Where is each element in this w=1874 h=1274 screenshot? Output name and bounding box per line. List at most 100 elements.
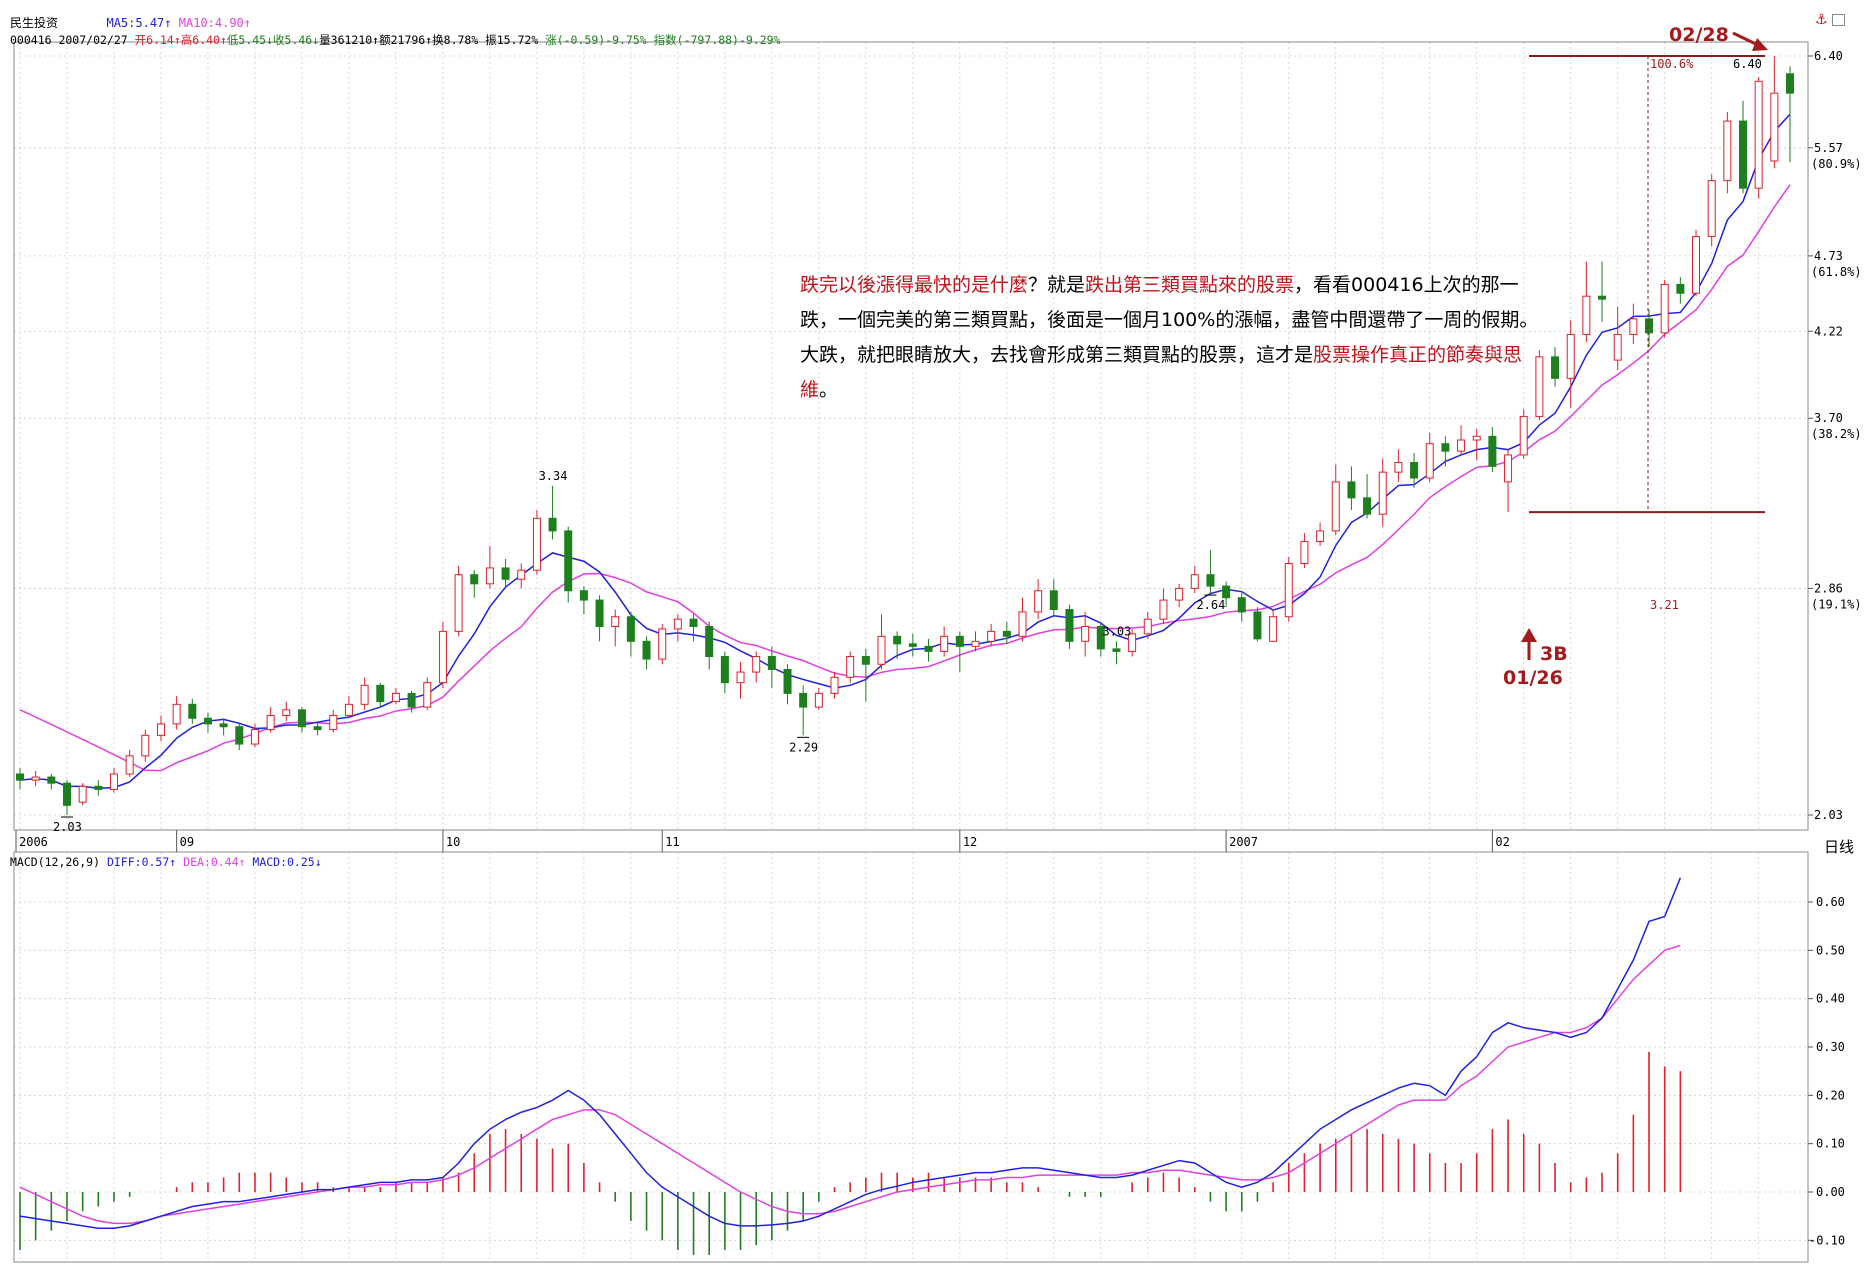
x-tick-label: 09 — [180, 835, 194, 849]
base-price-label: 3.21 — [1650, 598, 1679, 612]
period-label[interactable]: 日线 — [1824, 838, 1855, 856]
top-price-label: 6.40 — [1733, 57, 1762, 71]
macd-tick-label: -0.10 — [1809, 1233, 1845, 1247]
commentary-segment: 股票操作真正的節奏與思維 — [800, 344, 1523, 401]
rise-percent-label: 100.6% — [1650, 57, 1694, 71]
chart-axes: 6.40 5.57 (80.9%) 4.73 (61.8%) 4.22 3.70 (38.2%… — [13, 41, 1862, 1263]
candle-body — [1222, 585, 1231, 599]
candle-body — [1504, 454, 1513, 483]
candle-body — [407, 692, 416, 708]
candle-body — [1739, 120, 1748, 189]
candle-body — [470, 574, 479, 585]
x-tick-label: 12 — [963, 835, 977, 849]
ma10-readout: MA10:4.90↑ — [178, 16, 251, 30]
candle-body — [219, 723, 228, 728]
candle-body — [1660, 283, 1669, 334]
candle-body — [423, 682, 432, 708]
candlestick-series — [16, 56, 1794, 815]
quote-header-line2: 000416 2007/02/27 开6.14↑高6.40↑低5.45↓收5.4… — [10, 32, 781, 48]
close-readout: 收5.46↓ — [273, 33, 320, 47]
candle-body — [454, 574, 463, 632]
anchor-icon[interactable]: ⚓ — [1815, 12, 1828, 28]
candle-body — [1128, 633, 1137, 652]
candle-body — [1707, 180, 1716, 238]
candle-body — [1613, 333, 1622, 361]
candle-body — [846, 656, 855, 678]
candle-body — [736, 671, 745, 684]
y-tick-percent: (38.2%) — [1811, 427, 1862, 441]
y-tick-label: 4.22 — [1814, 324, 1843, 338]
candle-body — [611, 616, 620, 627]
dea-line — [19, 944, 1681, 1225]
candle-body — [877, 635, 886, 665]
candle-body — [814, 692, 823, 708]
candle-body — [752, 656, 761, 673]
y-tick-label: 5.57 — [1814, 141, 1843, 155]
candle-body — [1472, 435, 1481, 441]
candle-body — [564, 530, 573, 592]
macd-tick-label: 0.00 — [1816, 1185, 1845, 1199]
amplitude-readout: 振15.72% — [485, 33, 539, 47]
candle-body — [1723, 120, 1732, 182]
candle-body — [595, 599, 604, 627]
candle-body — [485, 567, 494, 585]
candle-body — [767, 656, 776, 670]
price-annotation: 2.03 — [53, 820, 82, 834]
macd-tick-label: 0.30 — [1816, 1040, 1845, 1054]
candle-body — [31, 776, 40, 781]
top-arrow-head — [1752, 38, 1768, 51]
candle-body — [658, 628, 667, 660]
y-tick-label: 2.86 — [1814, 581, 1843, 595]
ma5-readout: MA5:5.47↑ — [106, 16, 172, 30]
candle-body — [971, 640, 980, 647]
price-annotation: 3.34 — [539, 469, 568, 483]
candle-body — [1519, 415, 1528, 456]
macd-tick-label: 0.50 — [1816, 943, 1845, 957]
candle-body — [1331, 481, 1340, 532]
candle-body — [1175, 587, 1184, 601]
x-tick-label: 10 — [446, 835, 460, 849]
candle-body — [1566, 333, 1575, 379]
commentary-segment: 跌出第三類買點來的股票 — [1085, 274, 1295, 296]
y-tick-label: 6.40 — [1814, 49, 1843, 63]
price-annotation: 3.03 — [1102, 624, 1131, 638]
candle-body — [1269, 616, 1278, 642]
price-annotation: 2.64 — [1196, 598, 1225, 612]
candle-body — [642, 640, 651, 660]
y-tick-percent: (19.1%) — [1811, 597, 1862, 611]
macd-panel-frame — [13, 851, 1809, 1263]
y-tick-percent: (61.8%) — [1811, 265, 1862, 279]
candle-body — [203, 717, 212, 725]
candle-body — [156, 723, 165, 736]
high-readout: 高6.40↑ — [180, 33, 227, 47]
change-readout: 涨(-0.59)-9.75% — [545, 33, 647, 47]
window-icon[interactable] — [1832, 14, 1845, 26]
candle-body — [1190, 574, 1199, 589]
volume-readout: 量361210↑ — [319, 33, 380, 47]
candle-body — [783, 668, 792, 694]
candle-body — [62, 782, 71, 806]
candle-body — [955, 635, 964, 647]
x-tick-label: 2006 — [19, 835, 48, 849]
candle-body — [1394, 462, 1403, 473]
dea-readout: DEA:0.44↑ — [183, 855, 246, 869]
low-readout: 低5.45↓ — [226, 33, 274, 47]
candle-body — [1535, 356, 1544, 417]
candle-body — [125, 755, 134, 775]
candle-body — [438, 630, 447, 684]
candle-body — [705, 625, 714, 658]
candle-body — [799, 692, 808, 708]
turnover-readout: 换8.78% — [432, 33, 479, 47]
buy-point-label: 3B — [1540, 643, 1568, 665]
candle-body — [1363, 497, 1372, 515]
candle-body — [1034, 590, 1043, 613]
candle-body — [1378, 471, 1387, 515]
candle-body — [1065, 609, 1074, 642]
candle-body — [940, 635, 949, 652]
candle-body — [1049, 590, 1058, 611]
amount-readout: 额21796↑ — [379, 33, 433, 47]
stock-name: 民生投资 — [10, 16, 59, 30]
candle-body — [360, 684, 369, 705]
candle-body — [1754, 80, 1763, 189]
